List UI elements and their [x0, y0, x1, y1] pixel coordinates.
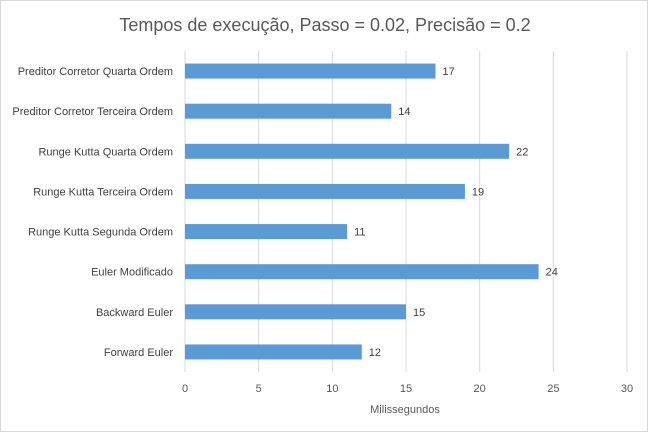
data-label: 24: [546, 267, 558, 279]
data-label: 11: [354, 227, 365, 239]
x-tick-label: 15: [400, 383, 412, 395]
data-label: 22: [516, 146, 528, 158]
category-label: Forward Euler: [104, 347, 173, 359]
x-tick-label: 10: [326, 383, 338, 395]
bars: [185, 63, 539, 360]
bar: [185, 304, 406, 320]
x-tick-label: 0: [182, 383, 188, 395]
category-label: Backward Euler: [96, 307, 173, 319]
category-label: Preditor Corretor Terceira Ordem: [12, 106, 173, 118]
bar: [185, 63, 436, 79]
bar: [185, 143, 510, 159]
bar: [185, 224, 348, 240]
x-axis-title: Milissegundos: [370, 404, 440, 416]
x-tick-label: 30: [621, 383, 633, 395]
x-tick-label: 25: [547, 383, 559, 395]
x-tick-labels: 0 5 10 15 20 25 30: [182, 383, 633, 395]
category-label: Euler Modificado: [91, 267, 173, 279]
category-label: Runge Kutta Segunda Ordem: [28, 227, 173, 239]
category-label: Preditor Corretor Quarta Ordem: [18, 66, 173, 78]
bar: [185, 103, 392, 119]
chart-title: Tempos de execução, Passo = 0.02, Precis…: [119, 15, 530, 35]
data-label: 14: [398, 106, 410, 118]
gridlines: [184, 51, 628, 372]
data-labels: 17 14 22 19 11 24 15 12: [354, 66, 558, 359]
x-tick-label: 5: [256, 383, 262, 395]
bar: [185, 264, 539, 280]
data-label: 12: [369, 347, 381, 359]
bar: [185, 344, 362, 360]
data-label: 17: [442, 66, 454, 78]
data-label: 19: [472, 186, 484, 198]
x-tick-label: 20: [474, 383, 486, 395]
bar: [185, 183, 465, 199]
category-label: Runge Kutta Terceira Ordem: [33, 186, 173, 198]
category-labels: Preditor Corretor Quarta Ordem Preditor C…: [12, 66, 173, 359]
category-label: Runge Kutta Quarta Ordem: [38, 146, 173, 158]
data-label: 15: [413, 307, 425, 319]
